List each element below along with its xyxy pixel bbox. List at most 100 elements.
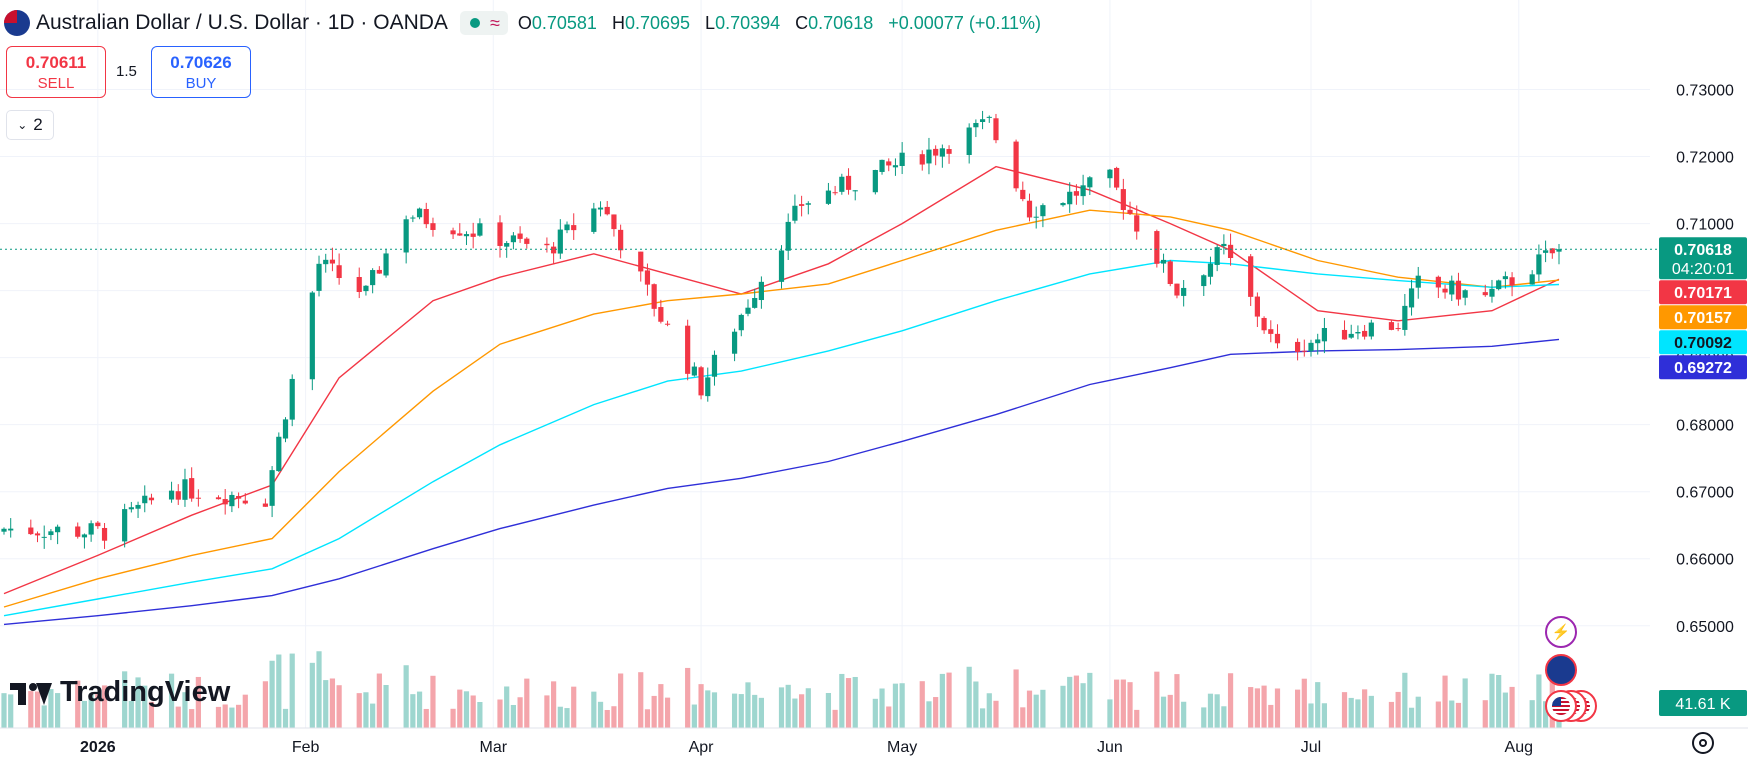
candle-body bbox=[872, 170, 878, 193]
candle-body bbox=[289, 378, 295, 420]
volume-bar bbox=[1154, 671, 1160, 728]
volume-bar bbox=[262, 681, 269, 728]
volume-bar bbox=[1449, 700, 1455, 728]
candle-body bbox=[1502, 276, 1508, 280]
low-value: 0.70394 bbox=[715, 12, 781, 33]
volume-bar bbox=[919, 681, 925, 728]
volume-bar bbox=[423, 708, 429, 728]
volume-bar bbox=[1415, 696, 1421, 728]
volume-bar bbox=[1489, 673, 1495, 728]
volume-bar bbox=[1315, 682, 1321, 728]
volume-bar bbox=[1294, 689, 1301, 728]
candle-body bbox=[376, 269, 382, 274]
candle-body bbox=[215, 497, 222, 500]
volume-bar bbox=[356, 693, 362, 728]
volume-bar bbox=[168, 673, 175, 728]
us-event-flag-icon[interactable] bbox=[1545, 690, 1577, 722]
au-event-flag-icon[interactable] bbox=[1545, 654, 1577, 686]
candle-body bbox=[711, 354, 718, 377]
candle-body bbox=[731, 331, 738, 354]
change-value: +0.00077 (+0.11%) bbox=[888, 12, 1042, 33]
volume-label-text: 41.61 K bbox=[1675, 696, 1730, 713]
candle-body bbox=[242, 500, 248, 504]
candle-body bbox=[933, 148, 939, 156]
candle-body bbox=[738, 314, 744, 331]
candle-body bbox=[705, 377, 711, 397]
market-status[interactable]: ≈ bbox=[459, 11, 508, 35]
candle-body bbox=[544, 243, 550, 246]
volume-bar bbox=[1321, 703, 1328, 728]
candle-body bbox=[269, 470, 275, 506]
volume-bar bbox=[946, 672, 952, 728]
x-tick-label: Apr bbox=[689, 739, 715, 756]
volume-bar bbox=[34, 691, 41, 728]
volume-bar bbox=[1033, 694, 1039, 728]
candle-body bbox=[1408, 288, 1415, 308]
y-tick-label: 0.67000 bbox=[1676, 485, 1734, 502]
candle-body bbox=[1207, 263, 1214, 277]
sell-button[interactable]: 0.70611 SELL bbox=[6, 46, 106, 98]
volume-bar bbox=[966, 666, 972, 728]
volume-bar bbox=[1341, 692, 1348, 728]
candle-body bbox=[1308, 342, 1314, 352]
candle-body bbox=[316, 263, 322, 291]
volume-bar bbox=[899, 683, 905, 728]
candle-body bbox=[1040, 205, 1046, 217]
indicators-toggle-button[interactable]: ⌄ 2 bbox=[6, 110, 54, 140]
volume-bar bbox=[1274, 688, 1281, 728]
x-tick-label: 2026 bbox=[80, 739, 116, 756]
price-label-badge bbox=[1659, 355, 1747, 380]
candle-body bbox=[1154, 231, 1160, 264]
volume-bar bbox=[993, 700, 999, 728]
time-axis[interactable]: 2026 Feb Mar Apr May Jun Jul Aug bbox=[0, 727, 1748, 756]
symbol-title[interactable]: Australian Dollar / U.S. Dollar · 1D · O… bbox=[36, 11, 448, 34]
low-label: L bbox=[705, 12, 716, 33]
candle-body bbox=[128, 507, 134, 510]
buy-button[interactable]: 0.70626 BUY bbox=[151, 46, 251, 98]
settings-gear-icon[interactable] bbox=[1692, 732, 1714, 754]
volume-bar bbox=[658, 684, 664, 728]
candle-body bbox=[1134, 215, 1140, 232]
volume-bar bbox=[182, 692, 188, 728]
candle-body bbox=[1248, 256, 1254, 297]
volume-bar bbox=[41, 705, 47, 728]
volume-bar bbox=[1227, 673, 1234, 728]
volume-bar bbox=[551, 681, 557, 728]
candle-body bbox=[799, 204, 805, 206]
candle-body bbox=[571, 225, 577, 231]
candle-body bbox=[423, 208, 429, 225]
volume-bar bbox=[604, 709, 610, 728]
candle-body bbox=[282, 419, 289, 439]
candle-body bbox=[370, 270, 376, 286]
price-label-text: 0.70157 bbox=[1674, 310, 1732, 327]
volume-bar bbox=[711, 692, 718, 728]
lightning-event-icon[interactable]: ⚡ bbox=[1545, 616, 1577, 648]
volume-bar bbox=[752, 694, 758, 728]
volume-bar bbox=[1201, 707, 1207, 728]
volume-bar bbox=[323, 680, 329, 728]
volume-bar bbox=[1020, 707, 1026, 728]
candle-body bbox=[1160, 259, 1167, 264]
candle-body bbox=[430, 223, 436, 230]
volume-bar bbox=[1040, 689, 1046, 728]
volume-bar bbox=[48, 689, 54, 728]
candle-body bbox=[892, 165, 899, 168]
volume-bar bbox=[269, 660, 275, 728]
candle-body bbox=[557, 229, 563, 254]
volume-bar bbox=[370, 703, 376, 728]
volume-bar bbox=[939, 673, 945, 728]
tradingview-logo[interactable]: TradingView bbox=[10, 676, 230, 709]
candle-body bbox=[1, 528, 7, 532]
volume-bar bbox=[691, 704, 697, 728]
volume-bar bbox=[128, 701, 134, 728]
volume-bar bbox=[1026, 690, 1033, 728]
candle-body bbox=[618, 229, 624, 251]
volume-bar bbox=[564, 708, 570, 728]
candle-body bbox=[1556, 249, 1562, 252]
candle-body bbox=[591, 208, 597, 232]
volume-bar bbox=[1254, 688, 1260, 728]
candle-body bbox=[1174, 283, 1180, 296]
candle-body bbox=[1442, 288, 1448, 293]
candle-body bbox=[1449, 280, 1455, 295]
